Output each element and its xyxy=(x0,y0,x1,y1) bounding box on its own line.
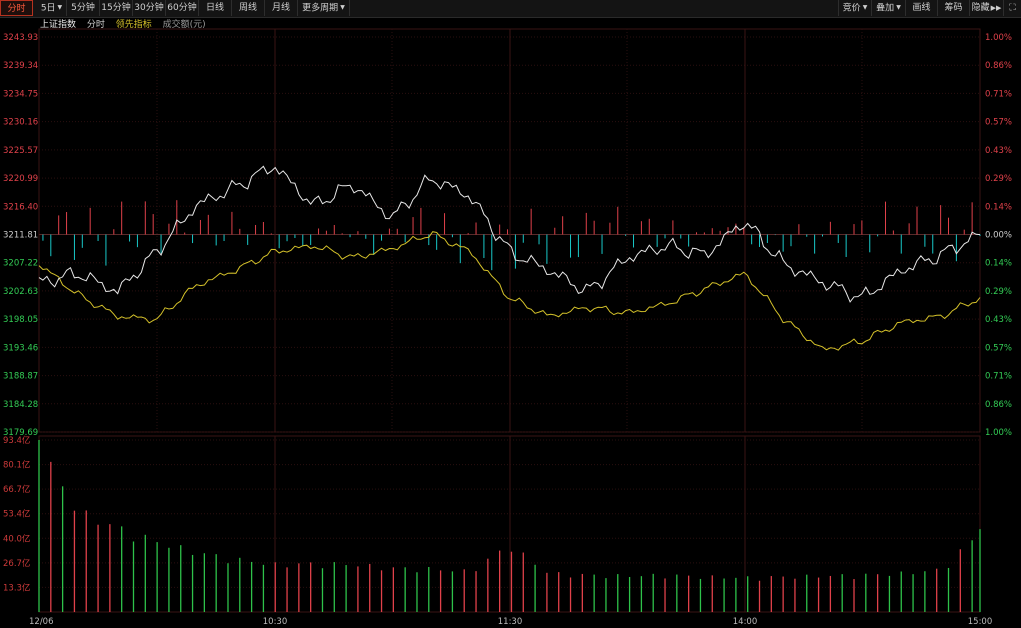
fullscreen-icon[interactable]: ⛶ xyxy=(1009,3,1016,13)
time-tick-label: 15:00 xyxy=(968,617,993,627)
percent-tick-label: 0.29% xyxy=(985,287,1012,297)
price-tick-label: 3220.99 xyxy=(3,174,38,184)
price-tick-label: 3225.57 xyxy=(3,146,38,156)
price-tick-label: 3230.16 xyxy=(3,118,38,128)
volume-tick-label: 80.1亿 xyxy=(3,460,30,471)
volume-tick-label: 93.4亿 xyxy=(3,435,30,446)
percent-tick-label: 0.29% xyxy=(985,174,1012,184)
double-arrow-right-icon: ▶▶ xyxy=(990,4,1002,12)
tab-5day[interactable]: 5日 ▼ xyxy=(37,0,67,16)
tab-intraday[interactable]: 分时 xyxy=(0,0,33,16)
legend-index-name: 上证指数 xyxy=(40,20,77,30)
tab-daily[interactable]: 日线 xyxy=(199,0,232,16)
auction-button[interactable]: 竞价 ▼ xyxy=(838,0,872,16)
chart-legend: 上证指数 分时 领先指标 成交额(元) xyxy=(40,19,214,31)
legend-leading-indicator: 领先指标 xyxy=(115,20,152,30)
auction-label: 竞价 xyxy=(842,3,861,14)
tab-5min[interactable]: 5分钟 xyxy=(67,0,100,16)
chevron-down-icon: ▼ xyxy=(57,4,63,11)
price-tick-label: 3234.75 xyxy=(3,89,38,99)
chevron-down-icon: ▼ xyxy=(896,4,901,11)
overlay-button[interactable]: 叠加 ▼ xyxy=(872,0,906,16)
tab-30min[interactable]: 30分钟 xyxy=(133,0,166,16)
volume-tick-label: 26.7亿 xyxy=(3,558,30,569)
hide-button[interactable]: 隐藏▶▶ xyxy=(970,0,1004,16)
price-tick-label: 3239.34 xyxy=(3,61,38,71)
leading-indicator-line xyxy=(38,231,981,351)
tab-more-periods[interactable]: 更多周期 ▼ xyxy=(298,0,350,16)
percent-tick-label: 0.43% xyxy=(985,315,1012,325)
percent-tick-label: 1.00% xyxy=(985,33,1012,43)
chevron-down-icon: ▼ xyxy=(862,4,868,11)
price-tick-label: 3211.81 xyxy=(3,231,38,241)
volume-tick-label: 66.7亿 xyxy=(3,484,30,495)
time-tick-label: 11:30 xyxy=(498,617,523,627)
price-tick-label: 3188.87 xyxy=(3,372,38,382)
volume-tick-label: 40.0亿 xyxy=(3,533,30,544)
tab-weekly[interactable]: 周线 xyxy=(232,0,265,16)
price-tick-label: 3243.93 xyxy=(3,33,38,43)
index-price-line xyxy=(38,165,981,303)
percent-tick-label: 0.57% xyxy=(985,343,1012,353)
draw-line-button[interactable]: 画线 xyxy=(906,0,938,16)
price-tick-label: 3193.46 xyxy=(3,343,38,353)
chips-button[interactable]: 筹码 xyxy=(938,0,970,16)
period-toolbar: 分时 5日 ▼ 5分钟 15分钟 30分钟 60分钟 日线 周线 月线 更多周期 ▼… xyxy=(0,0,1021,18)
price-tick-label: 3179.69 xyxy=(3,428,38,438)
hide-label: 隐藏 xyxy=(971,3,990,13)
price-tick-label: 3216.40 xyxy=(3,202,38,212)
time-tick-label: 10:30 xyxy=(263,617,288,627)
percent-tick-label: 0.71% xyxy=(985,89,1012,99)
percent-tick-label: 0.00% xyxy=(985,231,1012,241)
percent-tick-label: 0.14% xyxy=(985,202,1012,212)
tab-60min[interactable]: 60分钟 xyxy=(166,0,199,16)
percent-tick-label: 0.86% xyxy=(985,400,1012,410)
time-tick-label: 12/06 xyxy=(29,617,54,627)
tab-monthly[interactable]: 月线 xyxy=(265,0,298,16)
tab-more-periods-label: 更多周期 xyxy=(302,3,339,14)
volume-tick-label: 13.3亿 xyxy=(3,582,30,593)
volume-tick-label: 53.4亿 xyxy=(3,509,30,520)
percent-tick-label: 0.43% xyxy=(985,146,1012,156)
percent-tick-label: 0.86% xyxy=(985,61,1012,71)
percent-tick-label: 1.00% xyxy=(985,428,1012,438)
tab-5day-label: 5日 xyxy=(40,3,56,14)
chevron-down-icon: ▼ xyxy=(340,4,345,11)
time-tick-label: 14:00 xyxy=(733,617,758,627)
legend-turnover: 成交额(元) xyxy=(162,20,206,30)
percent-tick-label: 0.71% xyxy=(985,372,1012,382)
percent-tick-label: 0.57% xyxy=(985,118,1012,128)
overlay-label: 叠加 xyxy=(876,3,895,14)
tab-15min[interactable]: 15分钟 xyxy=(100,0,133,16)
price-tick-label: 3198.05 xyxy=(3,315,38,325)
price-tick-label: 3202.63 xyxy=(3,287,38,297)
price-tick-label: 3207.22 xyxy=(3,259,38,269)
percent-tick-label: 0.14% xyxy=(985,259,1012,269)
legend-mode: 分时 xyxy=(86,20,105,30)
price-tick-label: 3184.28 xyxy=(3,400,38,410)
